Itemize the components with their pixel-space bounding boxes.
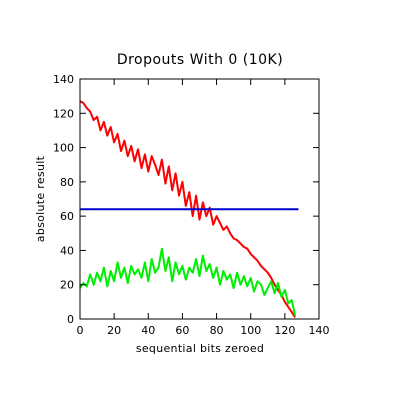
- x-tick-label: 80: [210, 324, 224, 337]
- y-tick-label: 120: [53, 107, 74, 120]
- ticks-layer: 0 20 40 60 80 100 120 140 0 20 40 60 80 100 120 140: [53, 73, 330, 337]
- y-axis-label: absolute result: [34, 155, 47, 242]
- series-line-3: [79, 247, 297, 316]
- series-line-1: [79, 100, 296, 318]
- x-axis-label: sequential bits zeroed: [136, 342, 264, 355]
- y-tick-label: 0: [67, 313, 74, 326]
- x-tick-label: 60: [175, 324, 189, 337]
- y-tick-label: 20: [60, 279, 74, 292]
- y-tick-label: 140: [53, 73, 74, 86]
- x-tick-label: 40: [141, 324, 155, 337]
- chart-title: Dropouts With 0 (10K): [117, 52, 283, 68]
- x-tick-label: 20: [107, 324, 121, 337]
- x-tick-label: 100: [240, 324, 261, 337]
- x-tick-label: 120: [274, 324, 295, 337]
- y-tick-label: 80: [60, 176, 74, 189]
- y-tick-label: 60: [60, 210, 74, 223]
- y-tick-label: 40: [60, 244, 74, 257]
- plot-frame: [79, 78, 320, 320]
- series-layer: [79, 100, 299, 318]
- x-tick-label: 0: [77, 324, 84, 337]
- x-tick-label: 140: [309, 324, 330, 337]
- y-tick-label: 100: [53, 142, 74, 155]
